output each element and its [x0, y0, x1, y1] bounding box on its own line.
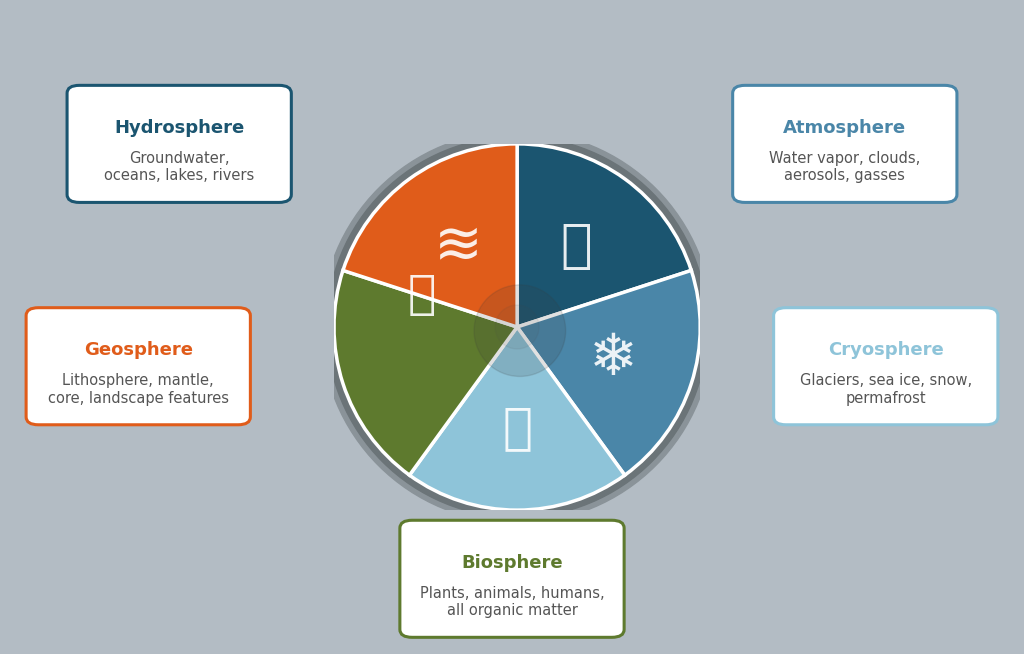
Text: 🌋: 🌋: [408, 273, 435, 318]
Circle shape: [322, 131, 713, 523]
Text: Glaciers, sea ice, snow,
permafrost: Glaciers, sea ice, snow, permafrost: [800, 373, 972, 405]
Wedge shape: [343, 144, 517, 327]
FancyBboxPatch shape: [774, 308, 997, 425]
Wedge shape: [517, 270, 700, 475]
Wedge shape: [410, 327, 625, 510]
Text: 🌿: 🌿: [502, 404, 532, 452]
FancyBboxPatch shape: [27, 308, 250, 425]
Wedge shape: [517, 144, 691, 327]
FancyBboxPatch shape: [67, 86, 291, 203]
Wedge shape: [334, 270, 517, 475]
Text: Groundwater,
oceans, lakes, rivers: Groundwater, oceans, lakes, rivers: [104, 151, 254, 183]
Text: Plants, animals, humans,
all organic matter: Plants, animals, humans, all organic mat…: [420, 586, 604, 618]
Text: Water vapor, clouds,
aerosols, gasses: Water vapor, clouds, aerosols, gasses: [769, 151, 921, 183]
Text: Lithosphere, mantle,
core, landscape features: Lithosphere, mantle, core, landscape fea…: [48, 373, 228, 405]
Text: Hydrosphere: Hydrosphere: [114, 118, 245, 137]
Circle shape: [327, 137, 708, 517]
Text: Geosphere: Geosphere: [84, 341, 193, 359]
Circle shape: [496, 305, 539, 349]
Text: ≋: ≋: [433, 217, 482, 274]
Text: ⛅: ⛅: [560, 220, 592, 271]
Text: Cryosphere: Cryosphere: [827, 341, 944, 359]
FancyBboxPatch shape: [732, 86, 956, 203]
Text: ❄: ❄: [589, 330, 637, 387]
Text: Atmosphere: Atmosphere: [783, 118, 906, 137]
Text: Biosphere: Biosphere: [461, 553, 563, 572]
Circle shape: [474, 285, 565, 377]
FancyBboxPatch shape: [399, 521, 624, 637]
